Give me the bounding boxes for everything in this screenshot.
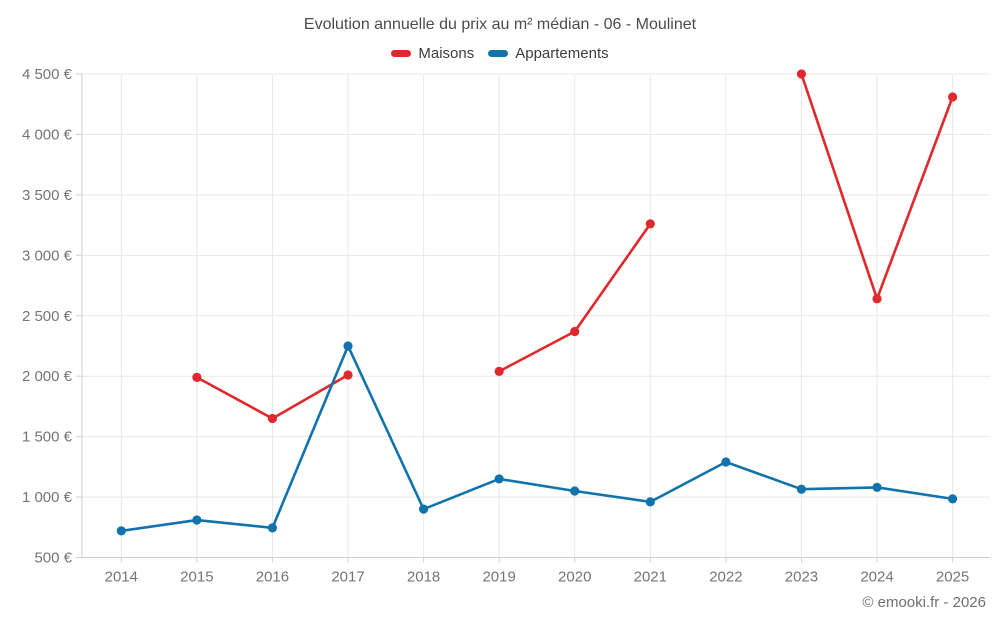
y-tick-label: 4 500 € — [22, 66, 73, 83]
legend-item-appartements[interactable]: Appartements — [488, 45, 609, 62]
x-tick-label: 2021 — [634, 569, 667, 586]
point-appartements-2017[interactable] — [343, 341, 353, 351]
y-axis-labels: 500 € 1 000 € 1 500 € 2 000 € 2 500 € 3 000 €… — [22, 66, 73, 567]
y-tick-label: 500 € — [34, 550, 72, 567]
x-tick-label: 2024 — [860, 569, 893, 586]
x-tick-label: 2019 — [482, 569, 515, 586]
copyright: © emooki.fr - 2026 — [862, 594, 986, 611]
point-appartements-2018[interactable] — [418, 504, 429, 514]
point-maisons-2025[interactable] — [948, 92, 958, 102]
y-tick-label: 4 000 € — [22, 126, 73, 143]
line-appartements — [120, 344, 954, 533]
x-tick-label: 2023 — [785, 569, 818, 586]
point-appartements-2015[interactable] — [192, 515, 202, 525]
point-maisons-2024[interactable] — [872, 294, 882, 304]
y-tick-label: 2 000 € — [22, 368, 73, 385]
axes — [76, 73, 990, 563]
appartements-swatch-icon — [488, 50, 509, 57]
y-tick-label: 1 500 € — [22, 429, 73, 446]
legend-label-appartements: Appartements — [515, 45, 609, 62]
chart-title: Evolution annuelle du prix au m² médian … — [303, 16, 697, 33]
point-appartements-2021[interactable] — [645, 497, 655, 507]
x-tick-label: 2016 — [256, 569, 289, 586]
point-maisons-2021[interactable] — [645, 219, 655, 229]
x-tick-label: 2020 — [558, 569, 591, 586]
chart-legend: Maisons Appartements — [0, 45, 1000, 62]
y-tick-label: 1 000 € — [22, 489, 73, 506]
x-tick-label: 2017 — [331, 569, 364, 586]
point-maisons-2019[interactable] — [494, 366, 504, 376]
point-maisons-2023[interactable] — [796, 69, 807, 79]
point-maisons-2016[interactable] — [267, 413, 278, 424]
legend-label-maisons: Maisons — [418, 45, 475, 62]
x-tick-label: 2014 — [105, 569, 138, 586]
legend-item-maisons[interactable]: Maisons — [391, 45, 474, 62]
x-tick-label: 2015 — [180, 569, 213, 586]
x-axis-labels: 2014 2015 2016 2017 2018 2019 2020 2021 2022 2023… — [105, 569, 970, 586]
x-tick-label: 2025 — [936, 569, 969, 586]
point-appartements-2014[interactable] — [116, 526, 126, 536]
point-appartements-2022[interactable] — [721, 457, 731, 467]
point-appartements-2020[interactable] — [570, 486, 580, 496]
gridlines — [82, 73, 990, 558]
y-tick-label: 3 500 € — [22, 187, 73, 204]
series-appartements — [116, 341, 958, 536]
point-appartements-2016[interactable] — [267, 523, 278, 533]
point-maisons-2015[interactable] — [192, 372, 202, 382]
point-appartements-2023[interactable] — [796, 484, 807, 494]
x-tick-label: 2022 — [709, 569, 742, 586]
point-maisons-2017[interactable] — [343, 370, 353, 380]
point-appartements-2025[interactable] — [948, 494, 958, 504]
x-tick-label: 2018 — [407, 569, 440, 586]
point-appartements-2019[interactable] — [494, 474, 504, 484]
point-maisons-2020[interactable] — [570, 326, 580, 337]
series-maisons — [192, 69, 958, 424]
point-appartements-2024[interactable] — [872, 482, 882, 492]
y-tick-label: 2 500 € — [22, 308, 73, 325]
maisons-swatch-icon — [391, 50, 412, 57]
y-tick-label: 3 000 € — [22, 247, 73, 264]
